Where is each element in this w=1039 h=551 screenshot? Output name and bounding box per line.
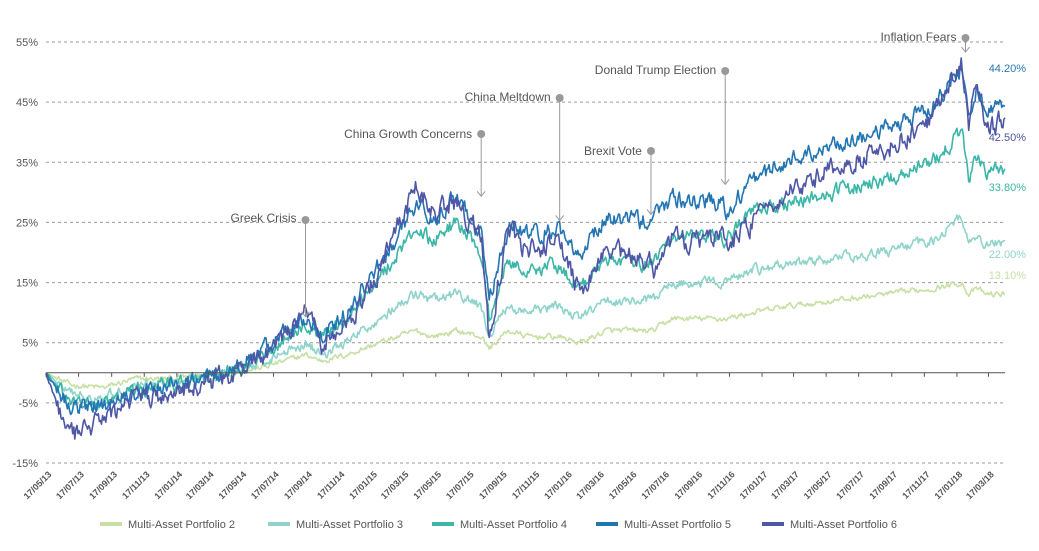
y-tick-label: 55% [16,37,38,49]
x-tick-label: 17/03/16 [574,469,606,501]
x-tick-label: 17/05/15 [411,469,443,501]
annotation-label: Inflation Fears [880,30,956,44]
series-line-5 [46,65,1006,416]
end-value-label: 22.00% [989,249,1027,261]
x-tick-label: 17/09/15 [477,469,509,501]
legend-item: Multi-Asset Portfolio 2 [100,519,235,531]
series-lines [45,57,1006,440]
x-tick-label: 17/11/14 [315,469,346,500]
x-tick-label: 17/01/18 [933,469,965,501]
annotation-dot [961,34,970,42]
annotation-arrow [720,179,730,186]
x-tick-label: 17/09/17 [867,469,899,501]
annotation-arrow [476,191,486,198]
legend: Multi-Asset Portfolio 2 Multi-Asset Portf… [100,519,897,531]
x-tick-label: 17/09/13 [87,469,119,501]
annotation-label: Greek Crisis [230,211,296,225]
legend-item: Multi-Asset Portfolio 5 [596,519,731,531]
legend-item: Multi-Asset Portfolio 6 [762,519,897,531]
annotation-dot [555,94,564,102]
annotation-arrow [646,209,656,216]
y-tick-label: -15% [12,458,38,470]
annotation-label: Donald Trump Election [595,63,716,77]
y-tick-label: 45% [16,97,38,109]
series-line-4 [45,127,1006,411]
legend-label: Multi-Asset Portfolio 2 [128,519,235,531]
x-tick-label: 17/03/15 [379,469,411,501]
annotation-dot [301,216,310,224]
x-tick-label: 17/11/16 [705,469,736,500]
legend-label: Multi-Asset Portfolio 4 [460,519,567,531]
legend-label: Multi-Asset Portfolio 6 [790,519,897,531]
x-tick-label: 17/11/13 [120,469,151,500]
annotation-label: China Meltdown [465,90,551,104]
annotation-dot [477,130,486,138]
grid [46,41,1005,464]
x-tick-label: 17/01/15 [347,469,379,501]
x-tick-label: 17/01/17 [738,469,770,501]
x-tick-label: 17/05/16 [607,469,639,501]
x-tick-label: 17/01/14 [152,469,184,501]
series-line-6 [45,57,1006,440]
x-tick-label: 17/09/14 [282,469,314,501]
x-tick-label: 17/07/13 [54,469,86,501]
x-tick-label: 17/09/16 [672,469,704,501]
legend-item: Multi-Asset Portfolio 4 [432,519,567,531]
x-tick-label: 17/05/14 [216,469,248,501]
y-tick-label: -5% [18,398,38,410]
end-value-label: 42.50% [989,132,1027,144]
end-value-label: 44.20% [989,63,1027,75]
x-tick-label: 17/03/17 [769,469,801,501]
y-axis-ticks: 55% 45% 35% 25% 15% 5% -5% -15% [12,37,38,470]
legend-label: Multi-Asset Portfolio 5 [624,519,731,531]
legend-item: Multi-Asset Portfolio 3 [268,519,403,531]
end-value-label: 13.10% [989,270,1027,282]
annotation-arrow [301,311,310,318]
end-value-labels: 44.20% 42.50% 33.80% 22.00% 13.10% [989,63,1027,282]
y-tick-label: 35% [16,157,38,169]
annotation-label: China Growth Concerns [344,127,472,141]
x-tick-label: 17/03/14 [184,469,216,501]
annotations: Greek Crisis China Growth Concerns China M… [230,30,970,318]
end-value-label: 33.80% [989,182,1027,194]
x-tick-label: 17/11/15 [510,469,541,500]
annotation-dot [646,147,655,155]
x-tick-label: 17/05/13 [22,469,54,501]
x-axis-ticks: 17/05/13 17/07/13 17/09/13 17/11/13 17/01/14… [22,372,996,501]
x-tick-label: 17/11/17 [900,469,931,500]
y-tick-label: 5% [22,338,38,350]
x-tick-label: 17/03/18 [964,469,996,501]
annotation-label: Brexit Vote [584,144,642,158]
annotation-arrow [555,215,565,222]
annotation-dot [721,67,730,75]
x-tick-label: 17/01/16 [542,469,574,501]
x-tick-label: 17/05/17 [802,469,834,501]
annotation-arrow [961,46,970,53]
x-tick-label: 17/07/15 [444,469,476,501]
y-tick-label: 25% [16,217,38,229]
legend-label: Multi-Asset Portfolio 3 [296,519,403,531]
x-tick-label: 17/07/14 [249,469,281,501]
y-tick-label: 15% [16,278,38,290]
x-tick-label: 17/07/16 [639,469,671,501]
x-tick-label: 17/07/17 [834,469,866,501]
